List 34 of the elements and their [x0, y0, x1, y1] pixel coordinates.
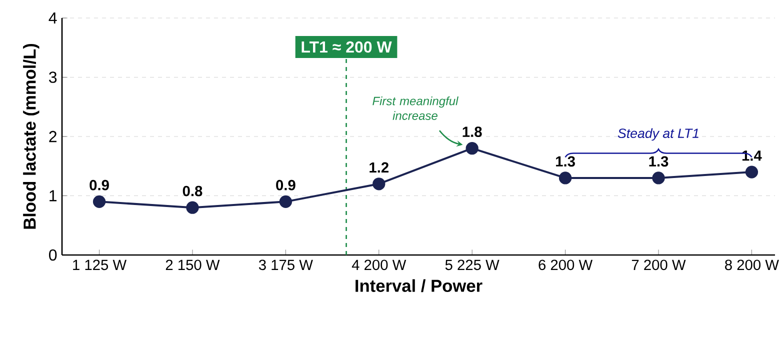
y-axis-title: Blood lactate (mmol/L) — [23, 44, 40, 229]
data-label: 1.4 — [742, 150, 762, 161]
point — [186, 201, 199, 214]
point — [279, 195, 292, 208]
point — [466, 142, 478, 155]
x-axis-title: Interval / Power — [356, 279, 482, 292]
y-tick-label: 3 — [49, 72, 57, 83]
point — [652, 172, 665, 184]
point — [558, 172, 572, 184]
annotation: Steady at LT1 — [618, 128, 698, 141]
x-tick-label: 7 200 W — [632, 260, 686, 270]
x-tick-label: 3 175 W — [258, 260, 313, 270]
x-tick-label: 8 200 W — [725, 260, 779, 270]
x-tick-label: 1 125 W — [73, 260, 127, 270]
annotation: First meaningful increase — [372, 96, 458, 120]
data-label: 0.9 — [90, 180, 109, 190]
x-tick-label: 2 150 W — [166, 260, 220, 270]
x-tick-label: 6 200 W — [538, 260, 593, 270]
data-label: 1.3 — [649, 156, 668, 167]
y-tick-label: 4 — [48, 12, 57, 24]
ref-line-label: LT1 ≈ 200 W — [302, 41, 392, 53]
data-label: 1.3 — [556, 156, 575, 167]
x-tick-label: 4 200 W — [352, 260, 406, 270]
point — [372, 178, 386, 190]
x-tick-label: 5 225 W — [445, 260, 500, 270]
y-tick-label: 1 — [50, 190, 57, 202]
data-label: 1.8 — [462, 126, 482, 137]
data-label: 0.8 — [182, 186, 202, 196]
data-label: 0.9 — [276, 180, 296, 190]
point — [92, 195, 106, 208]
point — [745, 166, 758, 178]
y-tick-label: 2 — [49, 130, 56, 142]
data-label: 1.2 — [370, 162, 389, 173]
y-tick-label: 0 — [49, 249, 57, 261]
